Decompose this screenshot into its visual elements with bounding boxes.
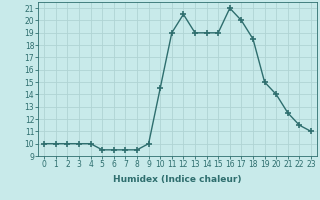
X-axis label: Humidex (Indice chaleur): Humidex (Indice chaleur) xyxy=(113,175,242,184)
